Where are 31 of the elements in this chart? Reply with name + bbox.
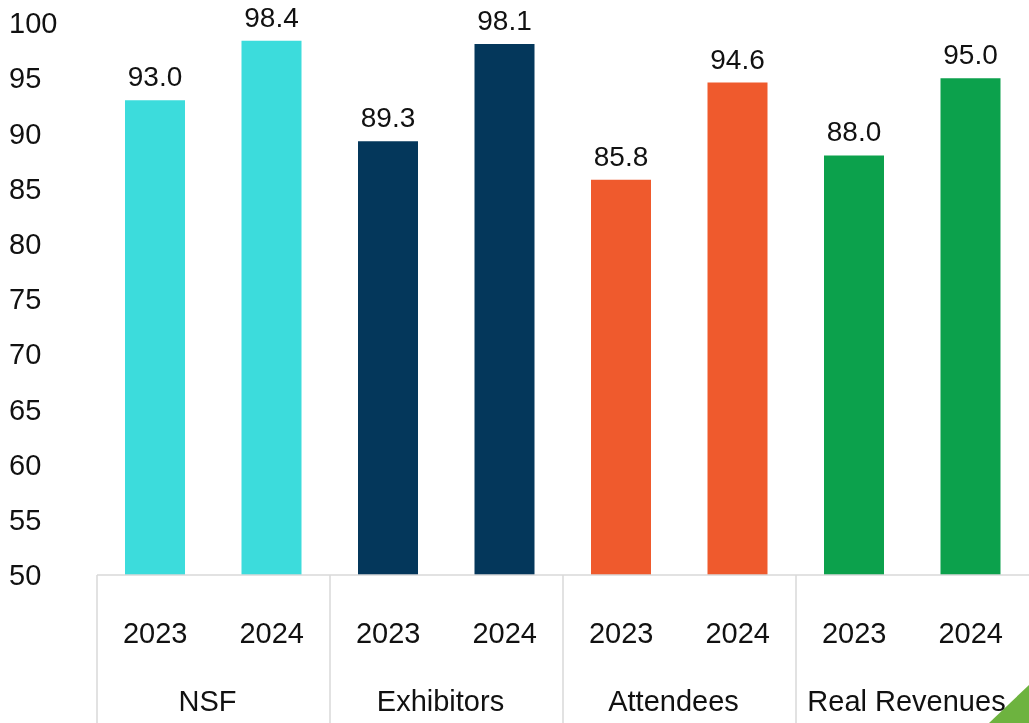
x-tick-label: 2024	[239, 617, 305, 649]
y-tick-label: 60	[9, 448, 42, 481]
text: Attendees	[608, 685, 739, 717]
y-tick-label: 55	[9, 504, 42, 537]
text: Real Revenues	[807, 685, 1006, 717]
x-tick-label: 2023	[821, 617, 887, 649]
data-label: 98.1	[477, 4, 532, 36]
data-label: 89.3	[360, 102, 416, 134]
x-tick-label: 2024	[705, 617, 771, 649]
y-tick-label: 85	[9, 172, 42, 205]
text: NSF	[178, 685, 237, 717]
x-tick-label: 2023	[355, 617, 421, 649]
data-label: 98.4	[244, 1, 299, 33]
y-tick-label: 95	[9, 62, 42, 95]
y-tick-label: 75	[9, 283, 42, 316]
x-tick-label: 2023	[122, 617, 188, 649]
y-tick-label: 100	[9, 7, 58, 40]
y-tick-label: 50	[9, 559, 42, 592]
data-label: 95.0	[943, 39, 998, 71]
y-tick-label: 90	[9, 117, 42, 150]
x-tick-label: 2023	[588, 617, 654, 649]
data-label: 93.0	[127, 61, 183, 93]
x-tick-label: 2024	[938, 617, 1004, 649]
y-tick-label: 70	[9, 338, 42, 371]
data-label: 94.6	[710, 43, 765, 75]
text: Exhibitors	[376, 685, 505, 717]
y-tick-label: 65	[9, 393, 42, 426]
y-tick-label: 80	[9, 228, 42, 261]
data-label: 85.8	[593, 140, 649, 172]
x-tick-label: 2024	[472, 617, 538, 649]
data-label: 88.0	[826, 116, 882, 148]
